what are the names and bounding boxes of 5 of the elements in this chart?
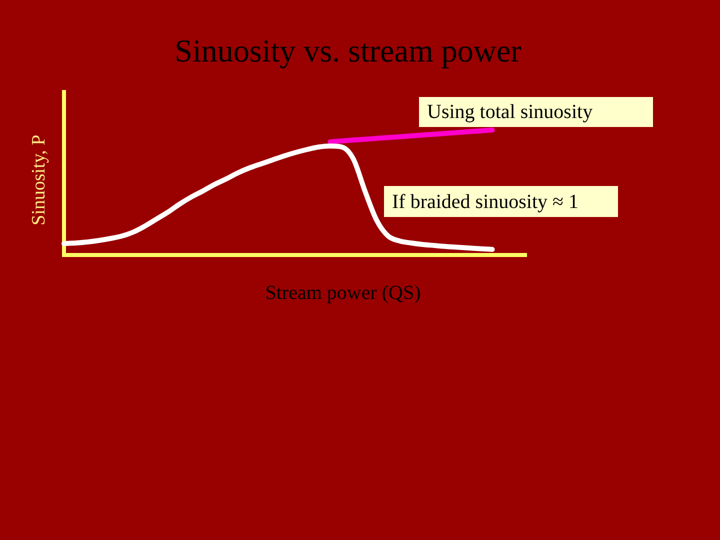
text: Using total sinuosity	[427, 101, 593, 123]
chart-title: Sinuosity vs. stream power	[174, 32, 522, 69]
annotation: If braided sinuosity ≈ 1	[392, 190, 579, 212]
y-axis-title: Sinuosity, P	[28, 134, 50, 226]
x-axis-title: Stream power (QS)	[265, 282, 421, 304]
